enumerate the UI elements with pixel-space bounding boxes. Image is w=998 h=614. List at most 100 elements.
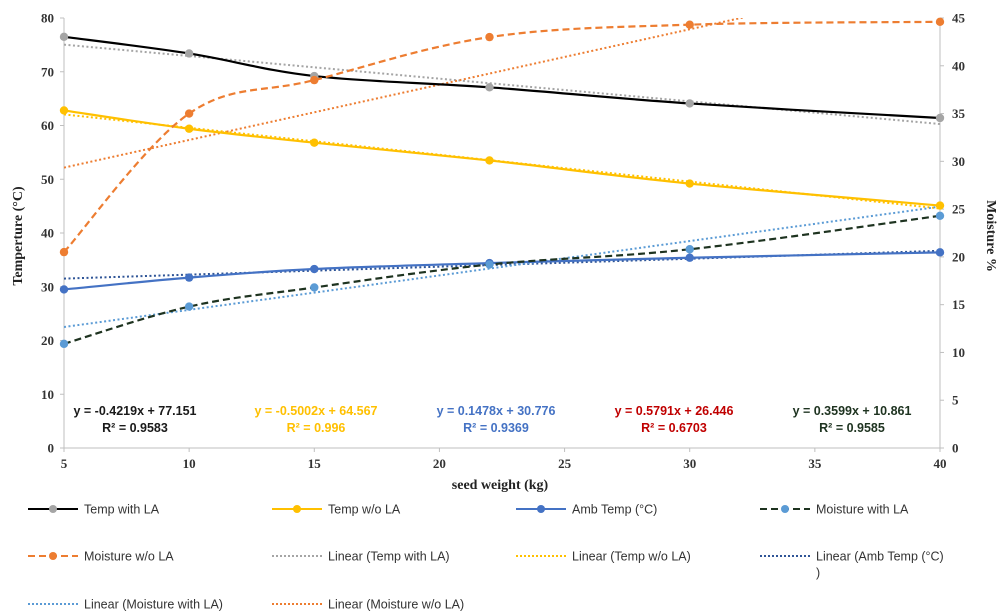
legend-label: Linear (Amb Temp (°C) [816,550,944,564]
legend-item: Amb Temp (°C) [516,503,657,517]
y-right-tick-label: 10 [952,345,965,360]
legend-item: Temp w/o LA [272,503,401,517]
legend-item: Temp with LA [28,503,160,517]
trendline-equation: y = 0.5791x + 26.446 [615,404,734,418]
x-tick-label: 40 [934,456,947,471]
data-point [485,156,494,165]
trendline [64,205,940,329]
data-point [685,253,694,262]
legend-label: Amb Temp (°C) [572,503,657,517]
data-point [310,283,319,292]
y-right-tick-label: 0 [952,441,959,456]
series-markers [59,17,945,349]
x-tick-label: 20 [433,456,446,471]
x-tick-label: 35 [808,456,822,471]
y-right-tick-label: 45 [952,11,966,26]
series-line [63,109,941,207]
legend-marker [537,505,545,513]
x-tick-label: 15 [308,456,322,471]
data-point [184,49,194,58]
trendline [64,43,940,126]
y-right-tick-label: 20 [952,249,965,264]
y-left-tick-label: 10 [41,387,54,402]
data-point [184,302,194,311]
legend-label: Linear (Moisture with LA) [84,598,223,612]
data-point [485,260,494,269]
trendline-r-squared: R² = 0.9585 [819,421,885,435]
y-right-tick-label: 5 [952,393,959,408]
x-tick-label: 10 [183,456,196,471]
legend: Temp with LA Temp w/o LA Amb Temp (°C) Mois… [28,503,944,612]
trendline-equation: y = -0.4219x + 77.151 [73,404,196,418]
x-tick-label: 30 [683,456,696,471]
y-axis-left-title: Temperture (°C) [11,186,26,286]
data-point [935,113,945,123]
trendline-r-squared: R² = 0.996 [287,421,346,435]
data-point [310,75,319,85]
series-lines [63,20,941,345]
legend-item: Linear (Temp w/o LA) [516,550,691,564]
y-right-tick-label: 25 [952,202,966,217]
data-point [485,32,494,42]
data-point [685,179,694,188]
y-right-tick-label: 15 [952,297,966,312]
data-point [685,99,694,108]
legend-item: Linear (Amb Temp (°C)) [760,550,944,580]
trendline-equation: y = 0.1478x + 30.776 [437,404,556,418]
trendline-equation: y = -0.5002x + 64.567 [254,404,377,418]
legend-label-continued: ) [816,566,820,580]
legend-item: Linear (Temp with LA) [272,550,450,564]
data-point [59,32,69,42]
y-left-tick-label: 70 [41,64,54,79]
data-point [184,124,194,133]
legend-item: Linear (Moisture with LA) [28,598,223,612]
series-line [63,35,941,120]
y-left-tick-label: 40 [41,226,54,241]
data-point [935,17,945,27]
y-right-tick-label: 35 [952,106,966,121]
trendline-r-squared: R² = 0.6703 [641,421,707,435]
legend-label: Linear (Temp w/o LA) [572,550,691,564]
y-right-tick-label: 40 [952,58,965,73]
trendline-r-squared: R² = 0.9369 [463,421,529,435]
data-point [184,273,194,282]
series-line [63,214,941,345]
legend-marker [49,552,57,560]
data-point [310,264,319,274]
data-point [935,201,945,210]
y-left-tick-label: 0 [48,441,55,456]
legend-label: Temp with LA [84,503,160,517]
data-point [59,339,69,349]
data-point [59,285,69,294]
data-point [485,83,494,92]
legend-label: Temp w/o LA [328,503,401,517]
legend-item: Moisture w/o LA [28,550,174,564]
legend-item: Linear (Moisture w/o LA) [272,598,464,612]
series-line [63,20,941,253]
x-tick-label: 5 [61,456,68,471]
data-point [685,245,694,254]
y-right-tick-label: 30 [952,154,965,169]
series-line [63,251,941,291]
trendline-equation: y = 0.3599x + 10.861 [793,404,912,418]
data-point [59,106,69,115]
data-point [59,247,69,257]
legend-item: Moisture with LA [760,503,909,517]
legend-label: Linear (Temp with LA) [328,550,450,564]
legend-label: Moisture with LA [816,503,909,517]
y-left-tick-label: 20 [41,333,54,348]
trendline-r-squared: R² = 0.9583 [102,421,168,435]
trendline-equations: y = -0.4219x + 77.151 R² = 0.9583 y = -0.5… [73,404,911,435]
legend-label: Moisture w/o LA [84,550,174,564]
data-point [310,138,319,147]
y-axis-right-title: Moisture % [983,200,998,272]
legend-label: Linear (Moisture w/o LA) [328,598,464,612]
y-left-tick-label: 30 [41,279,54,294]
x-axis-title: seed weight (kg) [452,478,549,493]
trendline [64,18,746,169]
data-point [935,248,945,257]
y-left-tick-label: 80 [41,11,54,26]
x-tick-label: 25 [558,456,572,471]
